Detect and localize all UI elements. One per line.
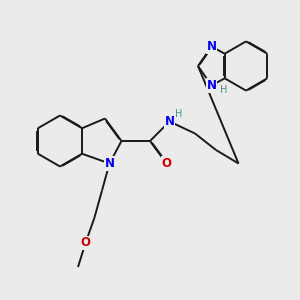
Text: H: H bbox=[176, 109, 183, 119]
Text: N: N bbox=[206, 40, 217, 53]
Text: N: N bbox=[164, 115, 175, 128]
Text: H: H bbox=[220, 85, 228, 95]
Text: O: O bbox=[80, 236, 91, 250]
Text: N: N bbox=[206, 79, 217, 92]
Text: N: N bbox=[104, 157, 115, 170]
Text: O: O bbox=[161, 157, 172, 170]
